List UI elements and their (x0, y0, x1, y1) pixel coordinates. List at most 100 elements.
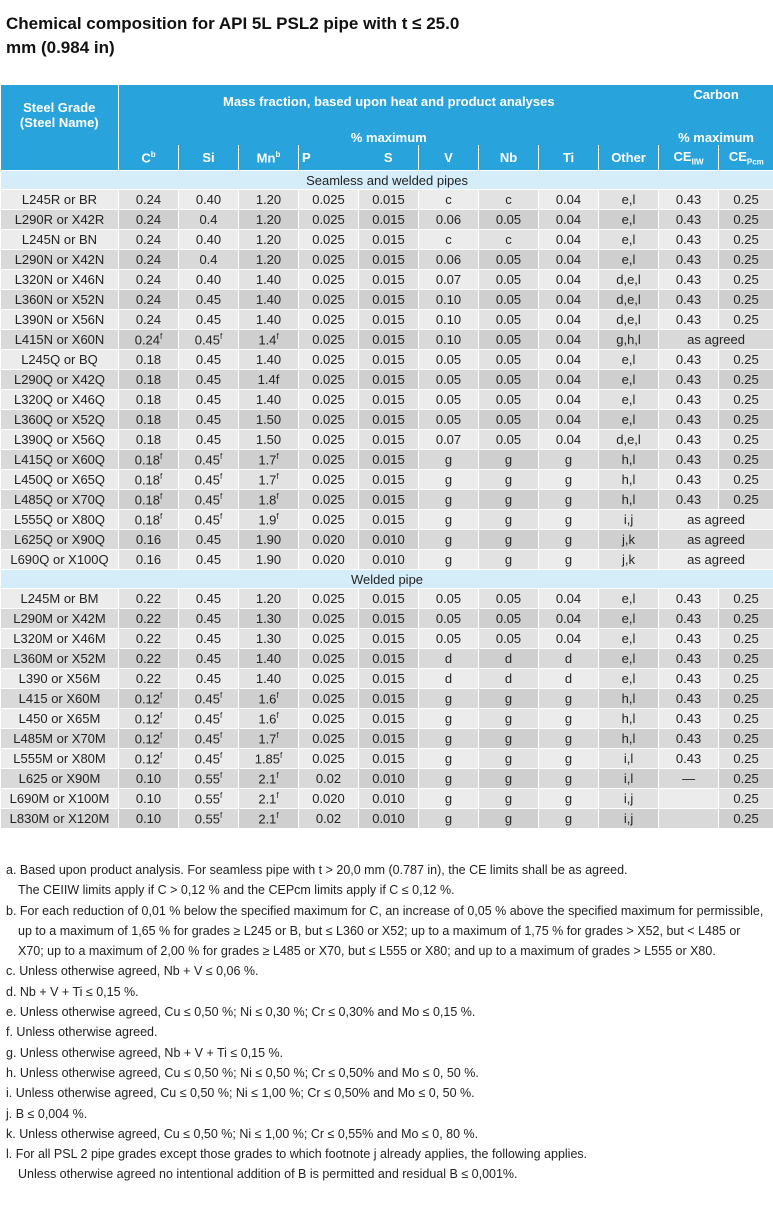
table-row: L450 or X65M 0.12f 0.45f 1.6f 0.025 0.015 g g g h… (0, 708, 773, 729)
column-header-ce-pcm: CEPcm (718, 145, 773, 171)
cell-s: 0.015 (358, 389, 419, 410)
table-row: L245N or BN 0.24 0.40 1.20 0.025 0.015 c c 0.04 e… (0, 229, 773, 250)
cell-s: 0.015 (358, 628, 419, 649)
cell-other: i,j (597, 509, 660, 530)
column-header-c: Cb (118, 145, 179, 171)
cell-p: 0.025 (298, 489, 359, 510)
cell-nb: 0.05 (478, 608, 539, 629)
cell-s: 0.015 (358, 349, 419, 370)
cell-ti: g (538, 788, 599, 809)
footnote-ref: f (220, 331, 223, 341)
cell-other: h,l (597, 489, 660, 510)
cell-v: g (418, 489, 479, 510)
cell-c: 0.22 (118, 588, 179, 609)
footnote-ref: f (276, 471, 279, 481)
cell-v: 0.06 (418, 249, 479, 270)
cell-c: 0.22 (118, 668, 179, 689)
steel-grade: L690Q or X100Q (0, 549, 119, 570)
cell-ce-pcm: 0.25 (718, 249, 773, 270)
footnote-ref: f (280, 750, 283, 760)
footnote-ref: f (160, 730, 163, 740)
cell-mn: 1.7f (238, 728, 299, 749)
footnote-ref: f (220, 770, 223, 780)
cell-other: d,e,l (597, 289, 660, 310)
cell-si: 0.45 (178, 309, 239, 330)
cell-ce-pcm: 0.25 (718, 189, 773, 210)
cell-ce-pcm: 0.25 (718, 409, 773, 430)
cell-p: 0.020 (298, 788, 359, 809)
cell-ti: 0.04 (538, 289, 599, 310)
cell-c: 0.18f (118, 509, 179, 530)
steel-grade: L360M or X52M (0, 648, 119, 669)
cell-ce-iiw: 0.43 (658, 489, 720, 510)
table-row: L360M or X52M 0.22 0.45 1.40 0.025 0.015 d d d e,… (0, 648, 773, 669)
cell-si: 0.45f (178, 688, 239, 709)
footnote-ref: f (160, 331, 163, 341)
cell-ce-iiw: 0.43 (658, 389, 720, 410)
cell-p: 0.025 (298, 509, 359, 530)
cell-s: 0.015 (358, 728, 419, 749)
steel-grade: L360Q or X52Q (0, 409, 119, 430)
cell-s: 0.015 (358, 409, 419, 430)
footnote: e. Unless otherwise agreed, Cu ≤ 0,50 %;… (6, 1005, 476, 1020)
cell-ti: 0.04 (538, 329, 599, 350)
footnote: b. For each reduction of 0,01 % below th… (6, 903, 764, 959)
cell-v: g (418, 688, 479, 709)
cell-nb: 0.05 (478, 209, 539, 230)
cell-v: g (418, 449, 479, 470)
cell-ti: g (538, 529, 599, 550)
cell-v: d (418, 668, 479, 689)
cell-s: 0.015 (358, 469, 419, 490)
cell-v: d (418, 648, 479, 669)
cell-ti: 0.04 (538, 628, 599, 649)
cell-p: 0.020 (298, 549, 359, 570)
table-row: L320N or X46N 0.24 0.40 1.40 0.025 0.015 0.07 0… (0, 269, 773, 290)
cell-ti: 0.04 (538, 229, 599, 250)
cell-si: 0.55f (178, 788, 239, 809)
cell-p: 0.02 (298, 808, 359, 829)
table-row: L690Q or X100Q 0.16 0.45 1.90 0.020 0.010 g g g j… (0, 549, 773, 570)
cell-mn: 1.9f (238, 509, 299, 530)
cell-nb: g (478, 768, 539, 789)
cell-ce-pcm: 0.25 (718, 648, 773, 669)
cell-si: 0.45 (178, 648, 239, 669)
cell-ti: 0.04 (538, 369, 599, 390)
carbon-pct-max-header: % maximum (658, 117, 773, 145)
cell-ce-iiw: as agreed (658, 549, 773, 570)
cell-s: 0.015 (358, 588, 419, 609)
cell-c: 0.22 (118, 628, 179, 649)
cell-p: 0.025 (298, 269, 359, 290)
cell-nb: c (478, 229, 539, 250)
cell-mn: 1.40 (238, 269, 299, 290)
cell-ti: g (538, 469, 599, 490)
cell-si: 0.45 (178, 409, 239, 430)
cell-ce-iiw: — (658, 768, 720, 789)
cell-mn: 1.40 (238, 668, 299, 689)
cell-other: e,l (597, 648, 660, 669)
cell-mn: 1.90 (238, 529, 299, 550)
cell-ti: g (538, 449, 599, 470)
cell-other: e,l (597, 628, 660, 649)
cell-c: 0.12f (118, 708, 179, 729)
cell-ce-iiw: 0.43 (658, 349, 720, 370)
cell-mn: 2.1f (238, 768, 299, 789)
footnote-ref: f (160, 710, 163, 720)
footnote-ref: f (220, 730, 223, 740)
cell-mn: 1.20 (238, 189, 299, 210)
table-row: L290Q or X42Q 0.18 0.45 1.4f 0.025 0.015 0.05 0… (0, 369, 773, 390)
cell-nb: 0.05 (478, 309, 539, 330)
cell-nb: 0.05 (478, 409, 539, 430)
cell-nb: g (478, 688, 539, 709)
cell-p: 0.025 (298, 309, 359, 330)
cell-s: 0.015 (358, 748, 419, 769)
cell-ce-iiw (658, 788, 720, 809)
cell-other: d,e,l (597, 309, 660, 330)
steel-grade: L320M or X46M (0, 628, 119, 649)
cell-nb: 0.05 (478, 628, 539, 649)
cell-ti: 0.04 (538, 429, 599, 450)
cell-p: 0.025 (298, 289, 359, 310)
cell-ce-pcm: 0.25 (718, 369, 773, 390)
cell-ce-pcm: 0.25 (718, 808, 773, 829)
cell-s: 0.010 (358, 529, 419, 550)
cell-ce-pcm: 0.25 (718, 608, 773, 629)
